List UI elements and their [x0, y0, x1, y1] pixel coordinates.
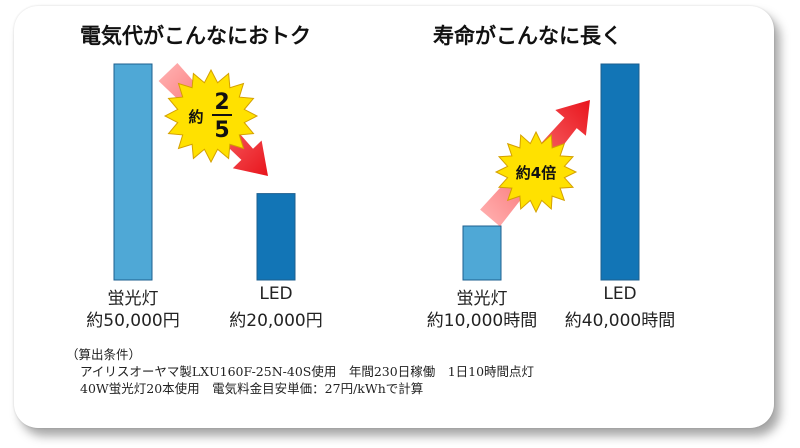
bar-life-led — [600, 63, 640, 281]
value-label-led-cost: 約20,000円 — [229, 311, 323, 331]
cost-starburst — [163, 68, 259, 164]
chart-title-cost: 電気代がこんなにおトク — [80, 24, 311, 48]
value-label-fluorescent-life: 約10,000時間 — [426, 311, 538, 331]
bar-cost-led — [256, 193, 296, 281]
cost-fraction-numerator: 2 — [214, 90, 229, 115]
lifespan-annotation-text: 約4倍 — [516, 164, 556, 182]
cost-annotation-prefix: 約 — [188, 108, 203, 126]
calculation-conditions: （算出条件） アイリスオーヤマ製LXU160F-25N-40S使用 年間230日… — [66, 346, 534, 397]
category-label-led-life: LED — [603, 284, 637, 304]
chart-title-lifespan: 寿命がこんなに長く — [433, 24, 622, 48]
bar-life-fluorescent — [462, 225, 502, 281]
bar-cost-fluorescent — [113, 63, 153, 281]
cost-fraction-denominator: 5 — [214, 118, 229, 143]
category-label-fluorescent-life: 蛍光灯 — [456, 289, 508, 309]
lifespan-starburst — [494, 130, 578, 214]
value-label-fluorescent-cost: 約50,000円 — [86, 311, 180, 331]
category-label-led-cost: LED — [259, 284, 293, 304]
value-label-led-life: 約40,000時間 — [564, 311, 676, 331]
footnote-heading: （算出条件） — [66, 347, 142, 362]
footnote-line-1: アイリスオーヤマ製LXU160F-25N-40S使用 年間230日稼働 1日10… — [80, 364, 535, 379]
footnote-line-2: 40W蛍光灯20本使用 電気料金目安単価：27円/kWhで計算 — [80, 381, 424, 396]
category-label-fluorescent-cost: 蛍光灯 — [107, 289, 159, 309]
